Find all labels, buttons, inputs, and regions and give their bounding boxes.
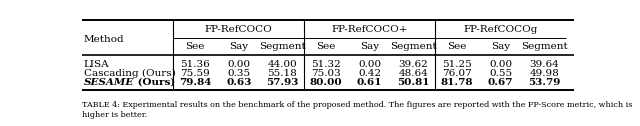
Text: 0.67: 0.67 xyxy=(488,78,513,87)
Text: Segment: Segment xyxy=(390,42,436,51)
Text: SESAME: SESAME xyxy=(84,78,134,87)
Text: 76.07: 76.07 xyxy=(442,69,472,78)
Text: 75.59: 75.59 xyxy=(180,69,210,78)
Text: 51.32: 51.32 xyxy=(311,60,341,69)
Text: 0.55: 0.55 xyxy=(489,69,512,78)
Text: 0.00: 0.00 xyxy=(489,60,512,69)
Text: 75.03: 75.03 xyxy=(311,69,341,78)
Text: 49.98: 49.98 xyxy=(529,69,559,78)
Text: 51.36: 51.36 xyxy=(180,60,210,69)
Text: Say: Say xyxy=(360,42,380,51)
Text: 79.84: 79.84 xyxy=(179,78,211,87)
Text: FP-RefCOCO: FP-RefCOCO xyxy=(205,25,273,34)
Text: FP-RefCOCO+: FP-RefCOCO+ xyxy=(332,25,408,34)
Text: 0.35: 0.35 xyxy=(227,69,250,78)
Text: 39.62: 39.62 xyxy=(399,60,428,69)
Text: 44.00: 44.00 xyxy=(268,60,297,69)
Text: 39.64: 39.64 xyxy=(529,60,559,69)
Text: Cascading (Ours): Cascading (Ours) xyxy=(84,69,176,78)
Text: 48.64: 48.64 xyxy=(399,69,428,78)
Text: Say: Say xyxy=(229,42,248,51)
Text: Say: Say xyxy=(491,42,510,51)
Text: 0.63: 0.63 xyxy=(226,78,252,87)
Text: 51.25: 51.25 xyxy=(442,60,472,69)
Text: See: See xyxy=(447,42,467,51)
Text: LISA: LISA xyxy=(84,60,109,69)
Text: Segment: Segment xyxy=(259,42,306,51)
Text: 0.61: 0.61 xyxy=(357,78,383,87)
Text: Method: Method xyxy=(84,35,125,44)
Text: 55.18: 55.18 xyxy=(268,69,297,78)
Text: FP-RefCOCOg: FP-RefCOCOg xyxy=(463,25,538,34)
Text: 57.93: 57.93 xyxy=(266,78,298,87)
Text: (Ours): (Ours) xyxy=(134,78,175,87)
Text: TABLE 4: Experimental results on the benchmark of the proposed method. The figur: TABLE 4: Experimental results on the ben… xyxy=(83,101,633,119)
Text: 0.00: 0.00 xyxy=(358,60,381,69)
Text: 50.81: 50.81 xyxy=(397,78,429,87)
Text: 53.79: 53.79 xyxy=(528,78,561,87)
Text: See: See xyxy=(316,42,336,51)
Text: 81.78: 81.78 xyxy=(441,78,473,87)
Text: 80.00: 80.00 xyxy=(310,78,342,87)
Text: Segment: Segment xyxy=(521,42,568,51)
Text: 0.42: 0.42 xyxy=(358,69,381,78)
Text: See: See xyxy=(186,42,205,51)
Text: 0.00: 0.00 xyxy=(227,60,250,69)
